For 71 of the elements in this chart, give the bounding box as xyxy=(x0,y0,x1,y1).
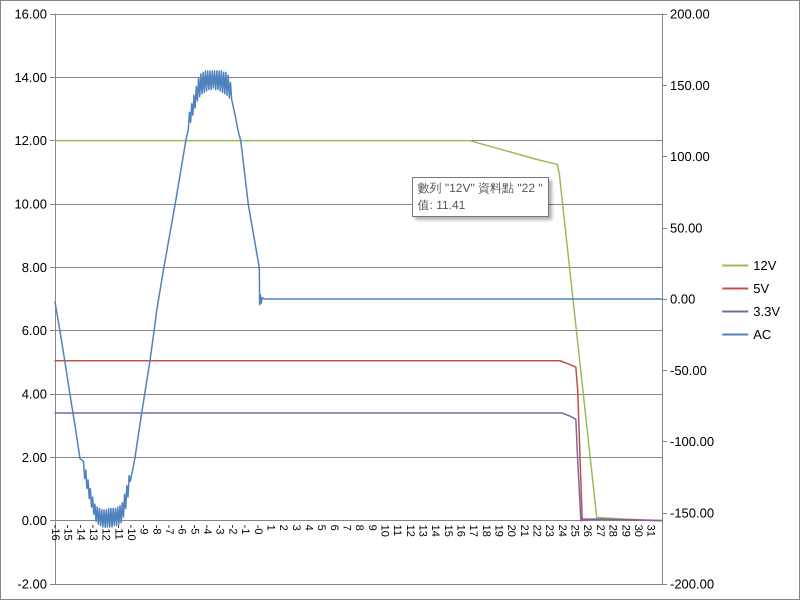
legend-label: 5V xyxy=(753,281,770,296)
x-tick-label: -13 xyxy=(87,524,100,541)
y2-tick-label: 0.00 xyxy=(670,292,696,306)
x-tick-label: -16 xyxy=(49,524,61,541)
x-tick-label: 19 xyxy=(492,524,505,537)
x-tick-label: 17 xyxy=(467,524,480,537)
x-tick-label: 31 xyxy=(644,524,657,537)
y-tick-label: 12.00 xyxy=(14,133,47,148)
y-tick-label: 16.00 xyxy=(14,6,47,22)
x-tick-label: -11 xyxy=(112,524,124,540)
x-tick-label: 5 xyxy=(315,524,328,531)
x-tick-label: -2 xyxy=(226,524,238,534)
y2-tick-label: -50.00 xyxy=(670,362,707,378)
x-tick-label: 6 xyxy=(328,524,340,531)
y2-tick-label: 100.00 xyxy=(670,149,710,164)
legend-label: 3.3V xyxy=(753,304,780,319)
x-tick-label: 15 xyxy=(442,524,454,537)
y2-tick-label: -150.00 xyxy=(670,505,714,520)
x-tick-label: 8 xyxy=(353,524,366,531)
y-tick-label: 6.00 xyxy=(22,323,47,338)
x-tick-label: -8 xyxy=(150,524,162,534)
y-tick-label: 8.00 xyxy=(22,260,47,275)
x-tick-label: -6 xyxy=(176,524,188,534)
x-tick-label: 11 xyxy=(391,524,404,536)
x-tick-label: -10 xyxy=(125,524,138,541)
y2-tick-label: 200.00 xyxy=(670,6,710,22)
x-tick-label: -5 xyxy=(188,524,200,534)
x-tick-label: 26 xyxy=(581,524,594,537)
x-tick-label: 10 xyxy=(378,524,390,537)
x-tick-label: -3 xyxy=(214,524,226,534)
x-tick-label: -15 xyxy=(62,524,74,541)
x-tick-label: 4 xyxy=(302,524,314,531)
x-tick-label: 24 xyxy=(556,524,568,537)
x-tick-label: 14 xyxy=(429,524,442,537)
x-tick-label: -1 xyxy=(239,524,252,534)
x-tick-label: 3 xyxy=(290,524,302,531)
y2-tick-label: 150.00 xyxy=(670,78,710,93)
x-tick-label: -14 xyxy=(74,524,86,541)
x-tick-label: 25 xyxy=(568,524,581,537)
x-tick-label: 2 xyxy=(277,524,290,531)
x-tick-label: 18 xyxy=(480,524,492,537)
x-tick-label: 1 xyxy=(264,524,276,531)
annotation: 數列 "12V" 資料點 "22 " 值: 11.41 xyxy=(412,177,549,218)
y-tick-label: -2.00 xyxy=(17,576,47,592)
x-tick-label: 20 xyxy=(505,524,518,537)
x-tick-label: -0 xyxy=(252,524,264,534)
y-tick-label: 4.00 xyxy=(22,386,47,402)
x-tick-label: 13 xyxy=(416,524,428,537)
x-tick-label: 12 xyxy=(404,524,416,537)
y-tick-label: 0.00 xyxy=(22,513,47,528)
x-tick-label: 30 xyxy=(632,524,644,537)
x-tick-label: 23 xyxy=(543,524,556,537)
x-tick-label: 27 xyxy=(594,524,606,537)
y2-tick-label: -100.00 xyxy=(670,434,714,449)
x-tick-label: 21 xyxy=(518,524,530,537)
y2-tick-label: 50.00 xyxy=(670,220,703,236)
x-tick-label: -9 xyxy=(138,524,150,534)
y-tick-label: 14.00 xyxy=(14,70,47,85)
y2-tick-label: -200.00 xyxy=(670,576,714,592)
legend-label: AC xyxy=(753,327,772,342)
x-tick-label: 7 xyxy=(340,524,352,531)
x-tick-label: 22 xyxy=(530,524,543,537)
x-tick-label: 16 xyxy=(454,524,467,537)
y-tick-label: 2.00 xyxy=(22,450,47,465)
x-tick-label: -7 xyxy=(163,524,176,534)
x-tick-label: 28 xyxy=(606,524,619,537)
x-tick-label: -4 xyxy=(201,524,214,534)
x-tick-label: 9 xyxy=(366,524,378,531)
y-tick-label: 10.00 xyxy=(14,196,47,212)
x-tick-label: 29 xyxy=(619,524,632,537)
legend-label: 12V xyxy=(753,258,777,273)
